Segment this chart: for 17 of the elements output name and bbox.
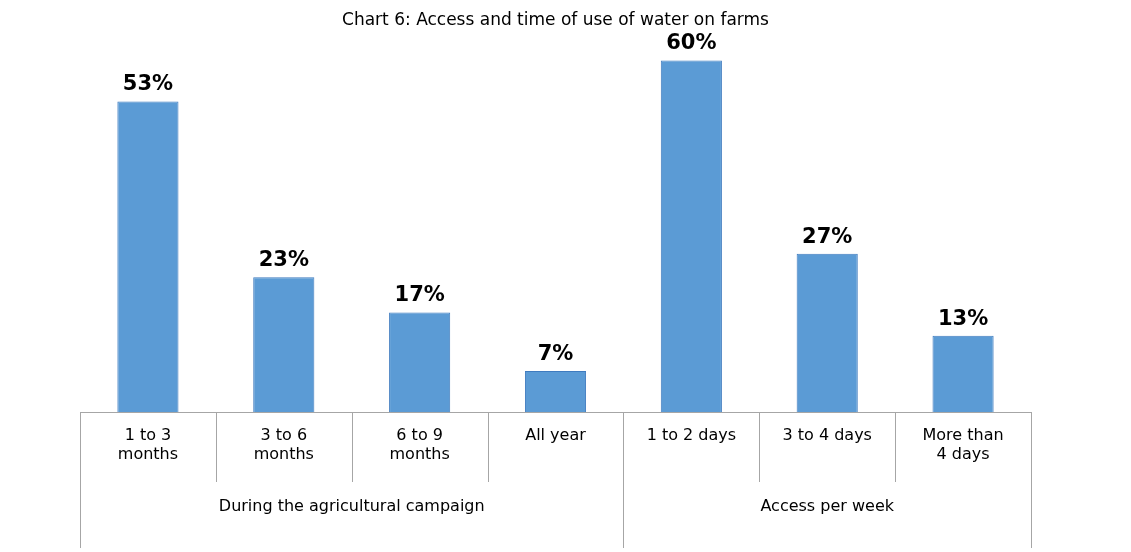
x-tick-label: More than 4 days xyxy=(922,424,1004,463)
x-tick-label: 1 to 2 days xyxy=(646,424,737,444)
chart-title: Chart 6: Access and time of use of water on farms xyxy=(342,8,770,29)
x-tick-label: 3 to 4 days xyxy=(782,424,872,444)
text: Access per week xyxy=(760,496,895,516)
x-tick-label: 6 to 9 months xyxy=(389,424,450,463)
data-label: 53% xyxy=(122,71,174,96)
data-label: 13% xyxy=(937,305,989,330)
data-label: 27% xyxy=(802,223,853,248)
x-tick-label: 1 to 3 months xyxy=(117,424,179,463)
data-label: 60% xyxy=(666,30,717,55)
x-tick-label: 3 to 6 months xyxy=(253,424,314,463)
data-label: 17% xyxy=(394,282,445,307)
x-tick-label: All year xyxy=(525,424,587,444)
text: During the agricultural campaign xyxy=(218,496,485,516)
data-label: 23% xyxy=(258,247,309,272)
data-label: 7% xyxy=(537,340,574,365)
